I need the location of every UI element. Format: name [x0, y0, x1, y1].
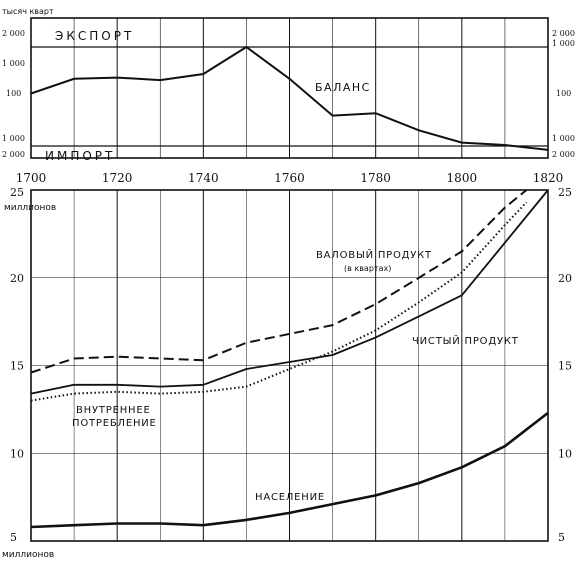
y-tick-label-left: 5 [10, 531, 17, 544]
consumption-label-line1: ВНУТРЕННЕЕ [76, 405, 151, 416]
top-right-tick-label: 100 [556, 89, 571, 98]
series-line-balance [30, 45, 549, 151]
consumption-label-line2: ПОТРЕБЛЕНИЕ [72, 418, 157, 429]
y-tick-label-left: 10 [10, 447, 24, 460]
top-chart-balance: тысяч кварт ЭКСПОРТ ИМПОРТ БАЛАНС 2 000 … [2, 7, 575, 163]
top-left-tick-label: 2 000 [2, 29, 25, 38]
y-tick-label-right: 25 [558, 186, 572, 199]
top-right-ticks: 2 000 1 000 100 1 000 2 000 [552, 29, 575, 159]
top-unit-label: тысяч кварт [2, 7, 54, 16]
top-left-tick-label: 1 000 [2, 59, 25, 68]
x-axis-year-labels: 1700 1720 1740 1760 1780 1800 1820 [16, 171, 564, 185]
x-tick-label: 1760 [274, 171, 305, 185]
bottom-unit-label-bottom: миллионов [2, 550, 54, 560]
net-product-label: ЧИСТЫЙ ПРОДУКТ [412, 334, 519, 347]
y-tick-label-right: 5 [558, 531, 565, 544]
y-tick-label-left: 20 [10, 272, 24, 285]
series-line-solid-thick [30, 411, 549, 529]
import-label: ИМПОРТ [45, 149, 115, 163]
top-left-tick-label: 1 000 [2, 134, 25, 143]
top-left-ticks: 2 000 1 000 100 1 000 2 000 [2, 29, 25, 159]
series-line-dashed [30, 189, 528, 374]
y-tick-label-left: 15 [10, 360, 24, 373]
x-tick-label: 1700 [16, 171, 47, 185]
gross-product-note: (в квартах) [344, 264, 391, 273]
top-right-tick-label: 2 000 [552, 29, 575, 38]
y-tick-label-right: 20 [558, 272, 572, 285]
population-label: НАСЕЛЕНИЕ [255, 492, 325, 503]
x-tick-label: 1800 [447, 171, 478, 185]
x-tick-label: 1820 [533, 171, 564, 185]
y-tick-label-right: 10 [558, 447, 572, 460]
bottom-right-tick-labels: 25 20 15 10 5 [558, 186, 572, 544]
bottom-left-tick-labels: 25 20 15 10 5 [10, 186, 24, 544]
export-label: ЭКСПОРТ [55, 29, 134, 43]
top-right-tick-label: 1 000 [552, 134, 575, 143]
x-tick-label: 1780 [360, 171, 391, 185]
series-line-dotted [30, 201, 528, 402]
balance-label: БАЛАНС [315, 81, 371, 94]
y-tick-label-left: 25 [10, 186, 24, 199]
top-right-tick-label: 2 000 [552, 150, 575, 159]
series-line-solid [30, 189, 549, 395]
bottom-unit-label-top: миллионов [4, 203, 56, 213]
x-tick-label: 1720 [102, 171, 133, 185]
bottom-series-lines [30, 189, 549, 529]
x-tick-label: 1740 [188, 171, 219, 185]
top-right-tick-label: 1 000 [552, 39, 575, 48]
top-vertical-grid [73, 18, 506, 158]
gross-product-label: ВАЛОВЫЙ ПРОДУКТ [316, 248, 432, 261]
top-left-tick-label: 2 000 [2, 150, 25, 159]
y-tick-label-right: 15 [558, 360, 572, 373]
top-left-tick-label: 100 [6, 89, 21, 98]
bottom-grid [31, 190, 548, 541]
